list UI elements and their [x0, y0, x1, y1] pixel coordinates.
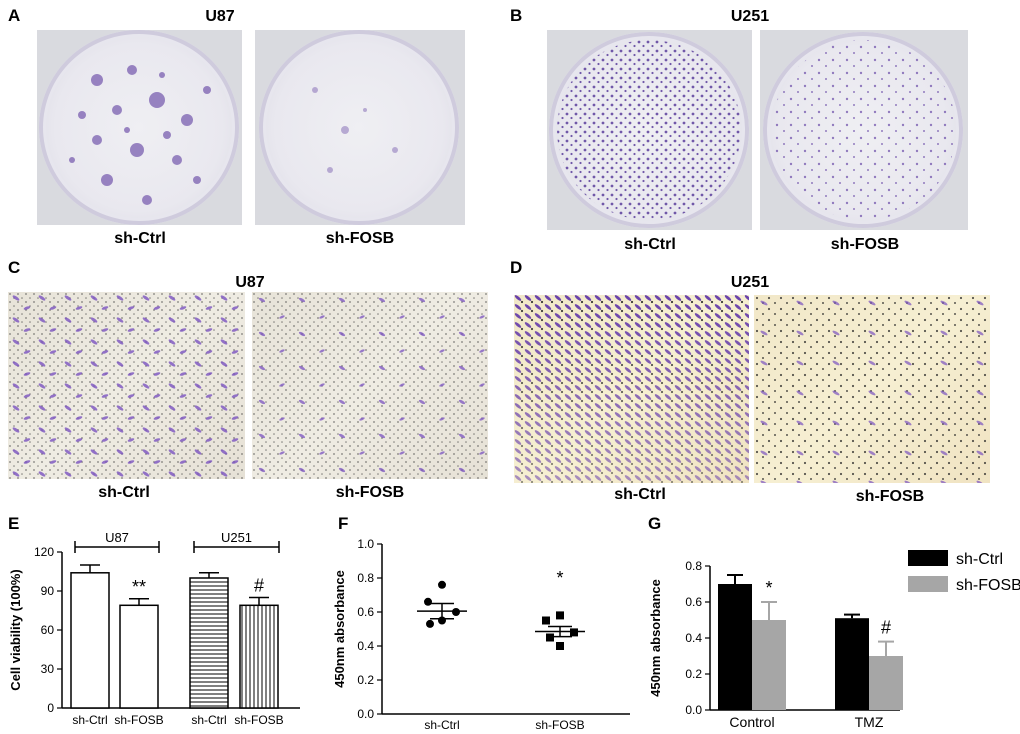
transwell-u251-sh-fosb — [754, 295, 990, 483]
data-point — [570, 628, 578, 637]
panel-d-left-caption: sh-Ctrl — [614, 486, 666, 503]
significance-mark: * — [765, 578, 772, 598]
panel-label-f: F — [338, 514, 349, 533]
panel-b-left-caption: sh-Ctrl — [624, 236, 676, 253]
y-tick-label: 0.8 — [685, 559, 702, 573]
migrated-cells-sparse — [754, 295, 990, 483]
group-label: U87 — [105, 530, 129, 545]
y-axis-label: 450nm absorbance — [332, 570, 347, 688]
panel-label-g: G — [648, 514, 662, 533]
bar — [70, 572, 110, 709]
y-tick-label: 0 — [47, 701, 54, 715]
bar — [718, 584, 752, 710]
y-tick-label: 60 — [41, 623, 55, 637]
chart-e-cell-viability: 0 30 60 90 120 Cell viability (100%) sh-Ctrl sh… — [8, 530, 300, 727]
group-label: U251 — [221, 530, 252, 545]
chart-g-absorbance-bar: 0.0 0.2 0.4 0.6 0.8 450nm absorbance * Control #… — [648, 550, 1020, 730]
x-tick-label: sh-FOSB — [234, 713, 283, 727]
colony-dots-sparse — [772, 40, 956, 220]
bar — [869, 656, 903, 710]
panel-a-title: U87 — [205, 8, 235, 25]
significance-mark: ** — [132, 577, 146, 597]
x-tick-label: Control — [729, 714, 774, 730]
x-tick-label: sh-FOSB — [535, 718, 584, 732]
data-point — [546, 633, 554, 642]
panel-label-e: E — [8, 514, 20, 533]
y-tick-label: 0.2 — [357, 673, 374, 687]
panel-label-a: A — [8, 6, 21, 25]
data-point — [556, 611, 564, 620]
transwell-u87-sh-fosb — [252, 292, 488, 479]
panel-d-right-caption: sh-FOSB — [855, 488, 925, 505]
panel-b-right-caption: sh-FOSB — [830, 236, 900, 253]
y-tick-label: 0.6 — [685, 595, 702, 609]
chart-f-absorbance-scatter: 0.0 0.2 0.4 0.6 0.8 1.0 450nm absorbance sh-Ctr… — [332, 537, 630, 732]
y-tick-label: 0.2 — [685, 667, 702, 681]
panel-label-d: D — [510, 258, 523, 277]
bar — [835, 618, 869, 710]
y-tick-label: 0.6 — [357, 605, 374, 619]
colony-dots-dense — [557, 40, 741, 220]
bar — [752, 620, 786, 710]
significance-mark: * — [556, 568, 563, 588]
y-tick-label: 0.8 — [357, 571, 374, 585]
y-tick-label: 90 — [41, 584, 55, 598]
panel-c-title: U87 — [235, 274, 265, 291]
data-point — [452, 608, 460, 616]
y-tick-label: 30 — [41, 662, 55, 676]
x-tick-label: TMZ — [855, 714, 884, 730]
transwell-u251-sh-ctrl — [514, 295, 749, 483]
bar — [189, 577, 229, 709]
significance-mark: # — [881, 618, 891, 638]
panel-label-b: B — [510, 6, 523, 25]
y-axis-label: 450nm absorbance — [648, 579, 663, 697]
panel-a-left-caption: sh-Ctrl — [114, 230, 166, 247]
significance-mark: # — [254, 576, 264, 596]
panel-d-title: U251 — [730, 274, 770, 291]
panel-a-right-caption: sh-FOSB — [325, 230, 395, 247]
colony-dish-u87-sh-ctrl — [37, 30, 242, 225]
colony-dish-u87-sh-fosb — [255, 30, 465, 225]
legend-swatch — [908, 576, 948, 592]
colony-spots — [312, 87, 398, 173]
colony-dish-u251-sh-ctrl — [547, 30, 752, 230]
data-point — [426, 619, 434, 628]
data-point — [438, 580, 446, 589]
colony-spots — [69, 65, 211, 205]
panel-label-c: C — [8, 258, 21, 277]
migrated-cells — [252, 292, 488, 479]
transwell-u87-sh-ctrl — [8, 292, 245, 479]
y-tick-label: 0.0 — [685, 703, 702, 717]
legend-label: sh-FOSB — [956, 577, 1020, 594]
x-tick-label: sh-Ctrl — [191, 713, 226, 727]
y-tick-label: 120 — [34, 545, 54, 559]
legend-swatch — [908, 550, 948, 566]
y-tick-label: 1.0 — [357, 537, 374, 551]
bar — [239, 604, 279, 709]
y-tick-label: 0.4 — [357, 639, 374, 653]
colony-dish-u251-sh-fosb — [760, 30, 968, 230]
data-point — [556, 642, 564, 650]
x-tick-label: sh-Ctrl — [424, 718, 459, 732]
panel-c-right-caption: sh-FOSB — [335, 484, 405, 501]
y-axis-label: Cell viability (100%) — [8, 569, 23, 690]
y-tick-label: 0.0 — [357, 707, 374, 721]
x-tick-label: sh-FOSB — [114, 713, 163, 727]
panel-b-title: U251 — [730, 8, 770, 25]
migrated-cells — [8, 292, 245, 479]
x-tick-label: sh-Ctrl — [72, 713, 107, 727]
migrated-cells-dense — [514, 295, 749, 483]
bar — [119, 604, 159, 709]
data-point — [424, 597, 432, 606]
y-tick-label: 0.4 — [685, 631, 702, 645]
panel-c-left-caption: sh-Ctrl — [98, 484, 150, 501]
data-point — [542, 616, 550, 625]
legend-label: sh-Ctrl — [956, 551, 1003, 568]
